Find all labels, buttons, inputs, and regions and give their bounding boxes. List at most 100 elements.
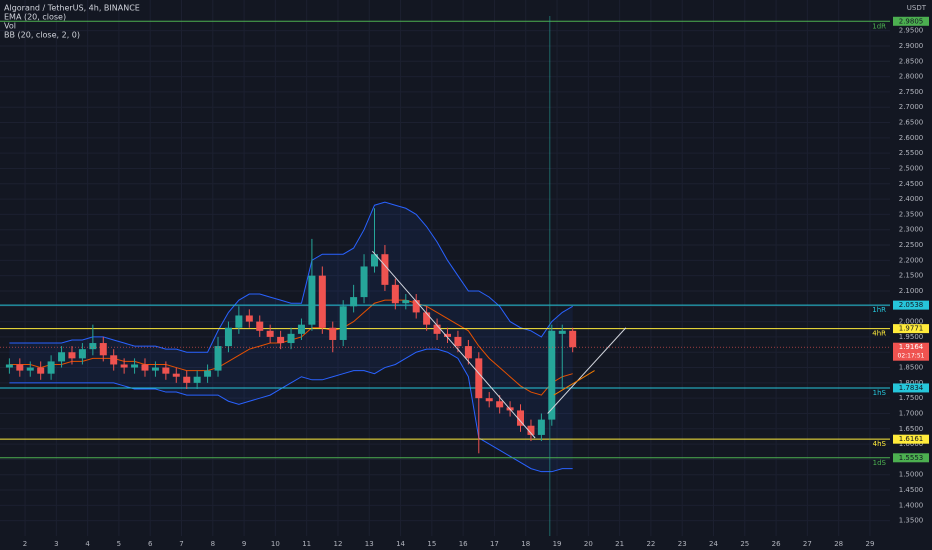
x-tick-label: 16 [459,540,468,548]
x-tick-label: 4 [85,540,90,548]
y-tick-label: 1.8000 [899,379,924,387]
candle-body [5,364,13,368]
y-tick-label: 2.4500 [899,180,924,188]
candle-body [475,358,483,399]
candle-body [527,425,535,435]
candle-body [433,324,441,334]
candle-body [381,254,389,285]
x-tick-label: 27 [803,540,812,548]
axes: 1.35001.40001.45001.50001.55001.60001.65… [23,16,929,548]
currency-label: USDT [907,4,927,12]
y-tick-label: 2.6000 [899,134,924,142]
y-tick-label: 1.5000 [899,471,924,479]
candle-body [78,349,86,359]
y-tick-label: 1.4000 [899,501,924,509]
x-tick-label: 18 [521,540,530,548]
candle-body [99,343,107,356]
candle-body [287,333,295,344]
candle-body [548,330,556,420]
candle-body [151,367,159,371]
candle-body [360,266,368,298]
y-tick-label: 1.6500 [899,425,924,433]
indicator-label: BB (20, close, 2, 0) [4,31,80,40]
candle-body [110,355,118,365]
level-price: 2.0538 [899,301,924,309]
level-price-box [893,453,929,463]
level-price: 1.5553 [899,454,924,462]
x-tick-label: 11 [302,540,311,548]
x-tick-label: 5 [117,540,121,548]
trendline [372,250,536,439]
level-price: 2.9805 [899,17,924,25]
x-tick-label: 23 [678,540,687,548]
y-tick-label: 2.3000 [899,226,924,234]
candle-body [193,376,201,383]
candle-body [256,321,264,331]
level-price: 1.6161 [899,435,924,443]
x-tick-label: 12 [334,540,343,548]
candle-body [245,315,253,322]
y-tick-label: 2.2000 [899,256,924,264]
candle-body [454,336,462,347]
level-price-box [893,324,929,334]
candle-body [131,364,139,368]
candle-body [496,401,504,408]
chart-title: Algorand / TetherUS, 4h, BINANCE [4,4,140,13]
level-price-box [893,300,929,310]
level-name: 1hS [873,389,887,397]
y-tick-label: 2.6500 [899,119,924,127]
candle-body [68,352,76,359]
candle-body [26,367,34,371]
y-tick-label: 2.8500 [899,57,924,65]
y-tick-label: 1.8500 [899,364,924,372]
x-tick-label: 26 [772,540,781,548]
y-tick-label: 2.5500 [899,149,924,157]
candle-body [423,312,431,325]
y-tick-label: 1.7500 [899,394,924,402]
x-tick-label: 14 [396,540,405,548]
candle-body [89,343,97,350]
x-tick-label: 22 [646,540,655,548]
level-name: 1dS [873,459,887,467]
trendline [553,370,595,396]
y-tick-label: 1.6000 [899,440,924,448]
candle-body [277,336,285,344]
candle-body [517,410,525,426]
y-tick-label: 1.9500 [899,333,924,341]
x-tick-label: 19 [553,540,562,548]
x-tick-label: 25 [740,540,749,548]
y-tick-label: 2.8000 [899,73,924,81]
candle-body [37,367,45,374]
candle-body [235,315,243,328]
candle-body [537,419,545,435]
candle-body [329,327,337,340]
candle-body [183,376,191,383]
last-price: 1.9164 [899,343,924,351]
y-tick-label: 2.9500 [899,27,924,35]
level-name: 1hR [872,306,886,314]
last-price-box [893,342,929,361]
trendline [547,327,627,414]
x-tick-label: 15 [427,540,436,548]
x-tick-label: 20 [584,540,593,548]
y-tick-label: 2.2500 [899,241,924,249]
indicator-label: EMA (20, close) [4,13,66,22]
candle-body [370,254,378,267]
x-tick-label: 29 [866,540,875,548]
x-tick-label: 24 [709,540,718,548]
level-price: 1.7834 [899,384,924,392]
countdown: 02:17:51 [898,353,925,360]
x-tick-label: 3 [54,540,58,548]
candle-body [224,327,232,347]
y-tick-label: 2.0000 [899,318,924,326]
y-tick-label: 2.1500 [899,272,924,280]
x-tick-label: 6 [148,540,153,548]
x-tick-label: 9 [242,540,246,548]
candle-body [485,398,493,402]
candle-body [339,306,347,340]
y-tick-label: 2.1000 [899,287,924,295]
candle-body [464,346,472,359]
candle-body [318,275,326,328]
